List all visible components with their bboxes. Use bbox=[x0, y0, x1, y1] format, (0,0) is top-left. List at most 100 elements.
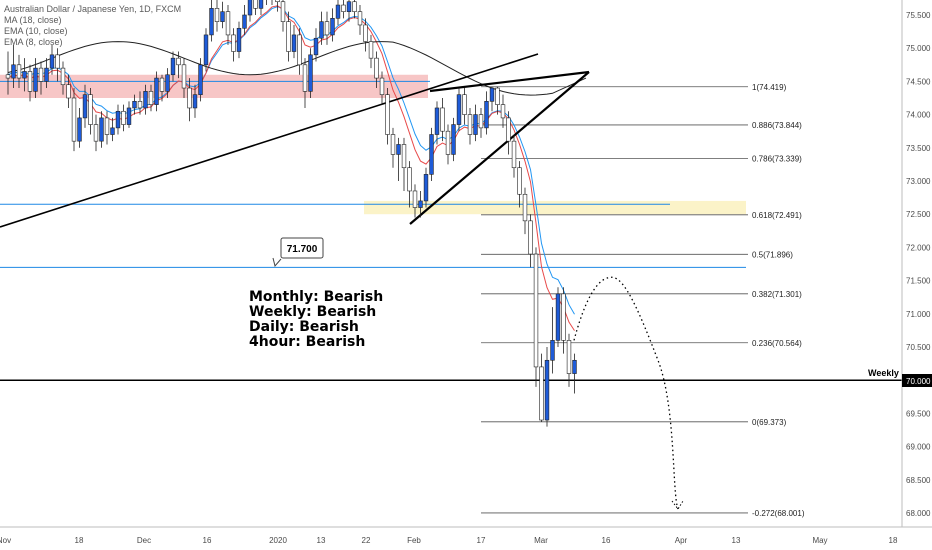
time-tick-label: 13 bbox=[732, 536, 741, 545]
candle-body bbox=[66, 84, 71, 99]
time-tick-label: 18 bbox=[889, 536, 898, 545]
price-tick-label: 69.500 bbox=[906, 409, 931, 418]
fibonacci-retracement[interactable]: 1(74.419) 0.886(73.844) 0.786(73.339) 0.618… bbox=[481, 83, 805, 518]
candle-body bbox=[357, 11, 363, 26]
candle-body bbox=[71, 97, 77, 142]
h4-bias: 4hour: Bearish bbox=[249, 334, 366, 350]
weekly-marker: Weekly 70.000 bbox=[868, 368, 932, 387]
price-tick-label: 72.000 bbox=[906, 243, 931, 252]
candle-body bbox=[104, 117, 110, 135]
candle-body bbox=[236, 27, 242, 52]
candle-body bbox=[390, 134, 396, 155]
candle-body bbox=[55, 54, 60, 69]
candle-body bbox=[572, 359, 577, 374]
weekly-label: Weekly bbox=[868, 368, 899, 378]
candle-body bbox=[258, 0, 264, 9]
candle-body bbox=[148, 91, 154, 105]
candle-body bbox=[385, 94, 390, 135]
time-tick-label: 17 bbox=[477, 536, 486, 545]
candle-body bbox=[99, 117, 104, 142]
candle-body bbox=[220, 11, 225, 22]
candle-body bbox=[44, 67, 49, 82]
timeframe-bias: Monthly: Bearish Weekly: Bearish Daily: … bbox=[249, 290, 383, 350]
candle-body bbox=[368, 41, 374, 59]
price-tick-label: 75.500 bbox=[906, 11, 931, 20]
candle-body bbox=[423, 174, 429, 202]
time-tick-label: 16 bbox=[203, 536, 212, 545]
candle-body bbox=[462, 94, 467, 115]
candle-body bbox=[511, 140, 517, 169]
fib-level-label: 0.886(73.844) bbox=[752, 121, 802, 130]
candle-body bbox=[297, 34, 302, 66]
candle-body bbox=[143, 91, 148, 109]
candle-body bbox=[346, 1, 352, 12]
candle-body bbox=[203, 34, 209, 66]
candle-body bbox=[121, 110, 126, 125]
candle-body bbox=[374, 57, 379, 79]
candle-body bbox=[302, 64, 308, 92]
candle-body bbox=[77, 117, 82, 142]
candle-body bbox=[434, 107, 440, 135]
candle-body bbox=[176, 57, 181, 66]
candle-body bbox=[363, 24, 368, 42]
moving-averages bbox=[7, 5, 587, 331]
price-tick-label: 73.000 bbox=[906, 177, 931, 186]
candle-body bbox=[467, 114, 473, 135]
supply-zone bbox=[0, 74, 428, 98]
candle-body bbox=[330, 18, 335, 36]
price-tick-label: 68.000 bbox=[906, 509, 931, 518]
price-tick-label: 69.000 bbox=[906, 443, 931, 452]
price-tick-label: 72.500 bbox=[906, 210, 931, 219]
candle-body bbox=[159, 77, 165, 92]
time-tick-label: Dec bbox=[137, 536, 151, 545]
price-tick-label: 73.500 bbox=[906, 144, 931, 153]
candle-body bbox=[418, 200, 423, 208]
time-tick-label: Mar bbox=[534, 536, 548, 545]
candle-body bbox=[181, 64, 187, 89]
candle-body bbox=[379, 77, 385, 95]
candle-body bbox=[38, 67, 44, 82]
time-axis[interactable]: Nov 18 Dec 16 2020 13 22 Feb 17 Mar 16 Apr 13 May 18 bbox=[0, 536, 898, 545]
candle-body bbox=[341, 4, 346, 12]
candlesticks bbox=[5, 0, 577, 427]
candle-body bbox=[440, 107, 445, 132]
candle-body bbox=[275, 0, 280, 3]
price-tick-label: 75.000 bbox=[906, 44, 931, 53]
candle-body bbox=[412, 190, 418, 208]
candle-body bbox=[82, 94, 88, 119]
price-axis[interactable]: 68.000 68.500 69.000 69.500 70.500 71.000 71.5… bbox=[0, 0, 932, 528]
candle-body bbox=[137, 101, 143, 109]
candle-body bbox=[506, 117, 511, 142]
candle-body bbox=[319, 21, 324, 39]
fib-level-label: 1(74.419) bbox=[752, 83, 787, 92]
candle-body bbox=[539, 366, 544, 421]
candle-body bbox=[445, 130, 451, 155]
time-tick-label: 18 bbox=[75, 536, 84, 545]
ema-blue-line bbox=[7, 6, 575, 315]
trendlines bbox=[0, 53, 590, 228]
fib-level-label: 0.382(71.301) bbox=[752, 290, 802, 299]
fib-level-label: -0.272(68.001) bbox=[752, 509, 805, 518]
candle-body bbox=[60, 67, 66, 86]
candle-body bbox=[407, 167, 412, 192]
candle-body bbox=[192, 94, 198, 109]
candle-body bbox=[126, 107, 132, 125]
candle-body bbox=[286, 21, 291, 52]
candle-body bbox=[165, 74, 170, 92]
candle-body bbox=[522, 193, 528, 222]
candle-body bbox=[335, 4, 341, 19]
candle-body bbox=[198, 64, 203, 95]
projection-curve bbox=[573, 276, 679, 510]
candle-body bbox=[544, 359, 550, 421]
time-tick-label: Feb bbox=[407, 536, 421, 545]
candle-body bbox=[473, 114, 478, 135]
time-tick-label: Nov bbox=[0, 536, 11, 545]
candle-body bbox=[242, 14, 247, 29]
candle-body bbox=[495, 87, 500, 105]
symbol-title: Australian Dollar / Japanese Yen, 1D, FX… bbox=[4, 4, 182, 14]
candle-body bbox=[225, 11, 231, 36]
candle-body bbox=[561, 293, 566, 341]
projection-arrowhead bbox=[671, 500, 684, 510]
weekly-price: 70.000 bbox=[906, 377, 931, 386]
